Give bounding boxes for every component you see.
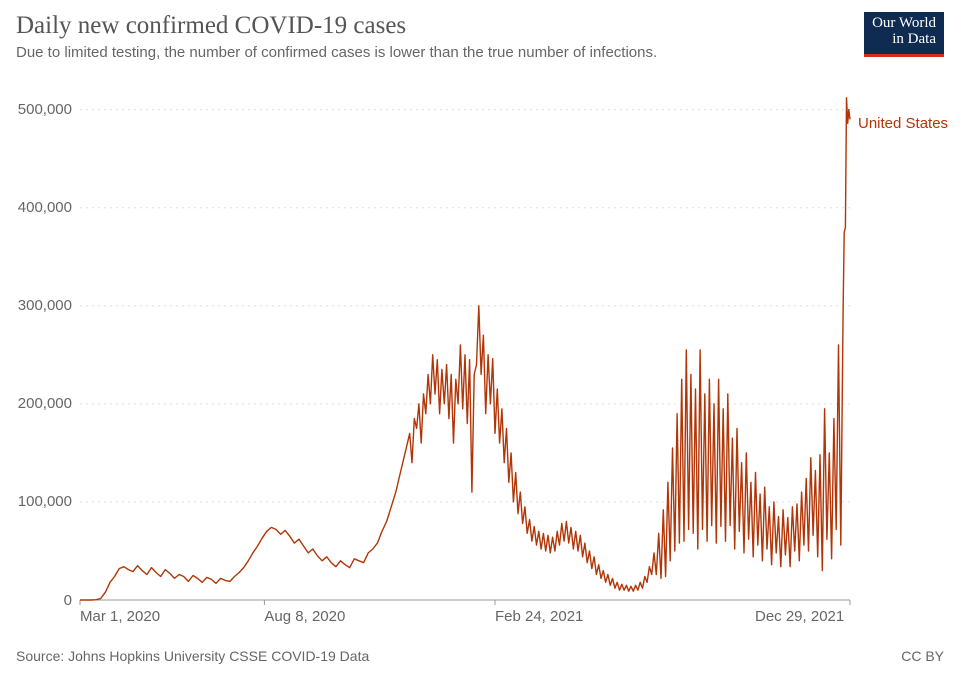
series-label: United States [858, 115, 948, 132]
owid-logo: Our World in Data [864, 12, 944, 57]
y-tick-label: 300,000 [2, 297, 72, 314]
chart-subtitle: Due to limited testing, the number of co… [16, 44, 657, 61]
y-tick-label: 500,000 [2, 101, 72, 118]
title-block: Daily new confirmed COVID-19 cases Due t… [16, 12, 657, 61]
owid-logo-line2: in Data [872, 32, 936, 48]
line-chart: 0100,000200,000300,000400,000500,000Mar … [80, 90, 850, 600]
chart-title: Daily new confirmed COVID-19 cases [16, 12, 657, 40]
y-tick-label: 400,000 [2, 199, 72, 216]
y-tick-label: 200,000 [2, 395, 72, 412]
owid-logo-line1: Our World [872, 16, 936, 32]
chart-svg [80, 90, 850, 600]
y-tick-label: 0 [2, 592, 72, 609]
source-text: Source: Johns Hopkins University CSSE CO… [16, 648, 369, 664]
license-text: CC BY [901, 648, 944, 664]
x-tick-label: Dec 29, 2021 [755, 608, 844, 625]
x-tick-label: Aug 8, 2020 [264, 608, 345, 625]
y-tick-label: 100,000 [2, 493, 72, 510]
x-tick-label: Feb 24, 2021 [495, 608, 583, 625]
data-line-united-states [80, 98, 850, 600]
chart-footer: Source: Johns Hopkins University CSSE CO… [16, 648, 944, 664]
x-tick-label: Mar 1, 2020 [80, 608, 160, 625]
